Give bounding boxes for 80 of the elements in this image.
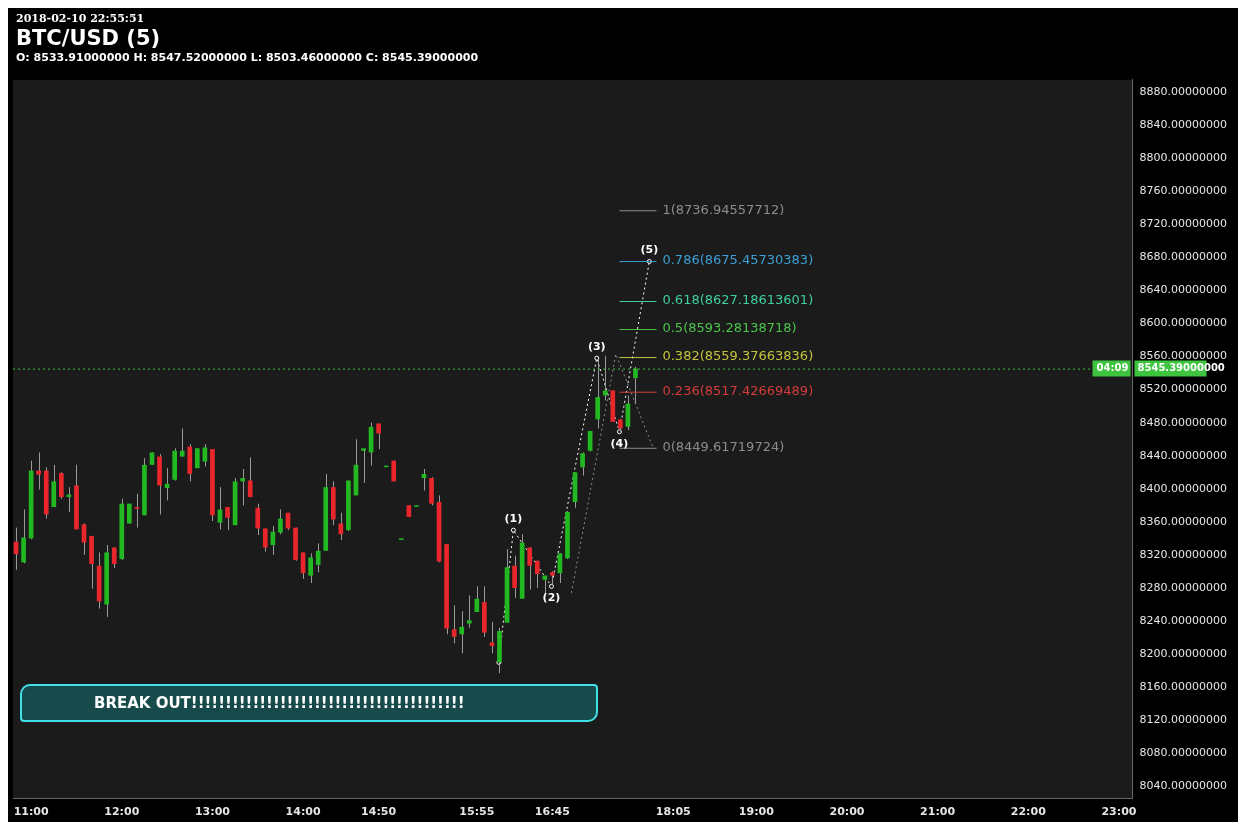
y-tick-label: 8680.00000000 [1139, 250, 1228, 264]
y-tick-label: 8120.00000000 [1139, 713, 1228, 727]
candlestick [361, 447, 366, 484]
annotation: (4) [610, 436, 629, 450]
annotation: (3) [587, 340, 606, 354]
x-tick-label: 14:50 [361, 805, 397, 819]
candlestick [451, 604, 457, 644]
candlestick [36, 451, 42, 491]
ref-line-label: 0.786(8675.45730383) [662, 252, 814, 268]
ref-line-label: 0(8449.61719724) [662, 439, 785, 455]
candlestick [134, 493, 140, 529]
y-tick-label: 8640.00000000 [1139, 283, 1228, 297]
x-tick-label: 19:00 [738, 805, 775, 819]
annotation: (1) [504, 511, 523, 525]
candlestick [580, 451, 585, 477]
x-tick-label: 11:00 [13, 805, 49, 819]
y-tick-label: 8360.00000000 [1139, 514, 1228, 528]
y-tick-label: 8440.00000000 [1139, 448, 1228, 462]
candlestick [534, 560, 540, 589]
text: 2018-02-10 22:55:51 [16, 12, 146, 25]
y-tick-label: 8400.00000000 [1139, 481, 1228, 495]
ribbon-banner: BREAK OUT!!!!!!!!!!!!!!!!!!!!!!!!!!!!!!!!!!!!!!!! [20, 684, 598, 722]
candlestick [459, 610, 465, 654]
y-tick-label: 8240.00000000 [1139, 613, 1228, 627]
x-tick-label: 23:00 [1101, 805, 1137, 819]
x-tick-label: 13:00 [194, 805, 231, 819]
candlestick [217, 486, 223, 530]
y-tick-label: 8760.00000000 [1139, 184, 1228, 198]
candlestick [466, 594, 472, 629]
annotation: BREAK OUT!!!!!!!!!!!!!!!!!!!!!!!!!!!!!!!!!!!!!!!! [94, 694, 465, 712]
x-tick-label: 16:45 [534, 805, 570, 819]
y-tick-label: 8840.00000000 [1139, 117, 1228, 131]
chart-subtitle: O: 8533.91000000 H: 8547.52000000 L: 8503.46000000 C: 8545.39000000 [16, 51, 480, 64]
candlestick [111, 546, 117, 569]
candlestick [179, 427, 185, 458]
y-tick-label: 8080.00000000 [1139, 746, 1228, 760]
candlestick [59, 471, 64, 500]
y-tick-label: 8200.00000000 [1139, 646, 1228, 660]
ref-line-label: 0.618(8627.18613601) [662, 292, 814, 308]
y-tick-label: 8800.00000000 [1139, 150, 1228, 164]
y-tick-label: 8600.00000000 [1139, 316, 1228, 330]
y-tick-label: 8160.00000000 [1139, 680, 1228, 694]
y-tick-label: 8040.00000000 [1139, 779, 1228, 793]
y-tick-label: 8720.00000000 [1139, 217, 1228, 231]
candlestick [255, 503, 261, 536]
candlestick [262, 527, 268, 553]
candlestick [247, 456, 253, 498]
x-tick-label: 21:00 [920, 805, 956, 819]
y-tick-label: 8560.00000000 [1139, 349, 1228, 363]
candlestick [633, 366, 638, 404]
candlestick [278, 508, 283, 535]
ref-line-label: 1(8736.94557712) [662, 201, 785, 217]
y-tick-label: 8520.00000000 [1139, 382, 1228, 396]
x-tick-label: 12:00 [104, 805, 140, 819]
y-tick-label: 8880.00000000 [1139, 84, 1228, 98]
y-tick-label: 8280.00000000 [1139, 580, 1228, 594]
y-tick-label: 8480.00000000 [1139, 415, 1228, 429]
candlestick [202, 443, 208, 467]
x-tick-label: 18:05 [655, 805, 691, 819]
candlestick [240, 468, 245, 506]
candlestick [315, 542, 321, 573]
x-tick-label: 15:55 [459, 805, 495, 819]
x-tick-label: 14:00 [285, 805, 321, 819]
annotation: (5) [640, 243, 659, 257]
x-tick-label: 22:00 [1010, 805, 1047, 819]
ref-line-label: 0.382(8559.37663836) [662, 348, 814, 364]
candlestick [512, 555, 517, 599]
x-tick-label: 20:00 [829, 805, 865, 819]
candlestick [474, 585, 480, 613]
ref-line-label: 0.236(8517.42669489) [662, 383, 814, 399]
ref-line-label: 0.5(8593.28138718) [662, 320, 797, 336]
candlestick [308, 552, 313, 584]
chart-title: BTC/USD (5) [16, 25, 162, 51]
candlestick [376, 422, 381, 450]
candlestick [602, 355, 608, 401]
candlestick [527, 546, 533, 591]
annotation: (2) [542, 591, 561, 605]
annotation: 04:09 [1096, 362, 1129, 374]
candlestick [595, 358, 601, 429]
y-tick-label: 8320.00000000 [1139, 547, 1228, 561]
